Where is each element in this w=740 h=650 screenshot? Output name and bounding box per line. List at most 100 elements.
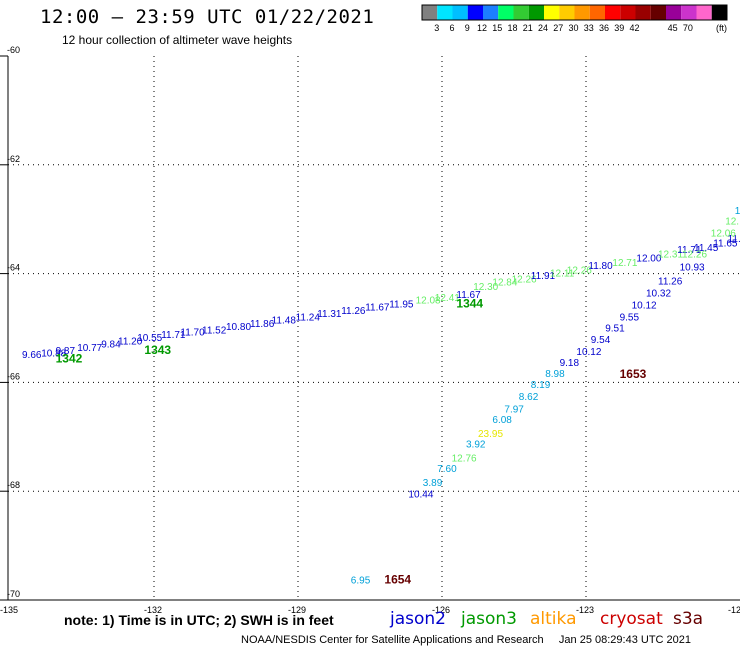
- wave-height-label: 8.98: [545, 369, 565, 380]
- wave-height-label: 11.20: [118, 336, 143, 347]
- wave-height-label: 12.: [725, 217, 739, 228]
- wave-height-label: 11.65: [713, 238, 738, 249]
- legend-jason2: jason2: [390, 609, 446, 629]
- colorbar-cell: [589, 5, 605, 20]
- wave-height-label: 12.41: [435, 293, 460, 304]
- y-tick-label: -60: [7, 45, 20, 55]
- colorbar-cell: [605, 5, 621, 20]
- chart-subtitle: 12 hour collection of altimeter wave hei…: [62, 33, 293, 47]
- colorbar-label: 36: [599, 23, 609, 33]
- colorbar-label: 33: [584, 23, 594, 33]
- wave-height-label: 9.66: [22, 350, 42, 361]
- wave-height-label: 12.26: [567, 266, 592, 277]
- wave-height-label: 10.12: [632, 300, 657, 311]
- legend-altika: altika: [530, 609, 577, 629]
- colorbar-unit: (ft): [716, 23, 727, 33]
- wave-height-label: 9.55: [620, 312, 640, 323]
- wave-height-label: 11.80: [588, 261, 613, 272]
- colorbar-cell: [544, 5, 560, 20]
- y-tick-label: -62: [7, 154, 20, 164]
- wave-height-label: 12.11: [550, 268, 575, 279]
- colorbar-label: 24: [538, 23, 548, 33]
- wave-height-label: 11.24: [296, 312, 321, 323]
- colorbar-cell: [635, 5, 651, 20]
- pass-time-label: 1342: [56, 351, 83, 365]
- colorbar-cell: [574, 5, 590, 20]
- wave-height-label: 11.31: [317, 309, 342, 320]
- pass-time-label: 1654: [384, 573, 411, 587]
- legend-jason3: jason3: [461, 609, 517, 629]
- colorbar-cell: [559, 5, 575, 20]
- wave-height-label: 6.95: [351, 576, 371, 587]
- colorbar-label: 30: [569, 23, 579, 33]
- wave-height-label: 6.08: [492, 415, 512, 426]
- legend-cryosat: cryosat: [600, 609, 663, 629]
- colorbar-label: 9: [465, 23, 470, 33]
- wave-height-label: 10.88: [41, 348, 66, 359]
- wave-height-label: 8.19: [531, 380, 551, 391]
- wave-height-label: 11.45: [694, 243, 719, 254]
- wave-height-label: 9.51: [605, 323, 625, 334]
- y-tick-label: -68: [7, 480, 20, 490]
- wave-height-label: 11.71: [677, 245, 702, 256]
- footer-credit: NOAA/NESDIS Center for Satellite Applica…: [241, 634, 692, 646]
- colorbar-label: 45: [668, 23, 678, 33]
- colorbar-cell: [681, 5, 697, 20]
- wave-height-label: 12.76: [452, 453, 477, 464]
- chart-title: 12:00 – 23:59 UTC 01/22/2021: [40, 6, 375, 28]
- wave-height-label: 11.52: [202, 325, 227, 336]
- colorbar-label: 12: [477, 23, 487, 33]
- wave-height-label: 7.97: [504, 404, 524, 415]
- wave-height-label: 10.93: [680, 262, 705, 273]
- wave-height-label: 8.62: [519, 392, 539, 403]
- colorbar-cell: [452, 5, 468, 20]
- wave-height-label: 11.70: [180, 328, 205, 339]
- colorbar-label: 42: [630, 23, 640, 33]
- wave-height-label: 10.77: [77, 343, 102, 354]
- colorbar: 3 6 9 12 15 18 21 24 27 30 33 36 39 42 45 70 (ft): [421, 4, 728, 33]
- wave-height-label: 10.80: [226, 322, 251, 333]
- colorbar-label: 21: [523, 23, 533, 33]
- wave-height-label: 11.45: [728, 234, 740, 245]
- colorbar-cell: [483, 5, 499, 20]
- wave-height-label: 12.26: [682, 249, 707, 260]
- pass-time-label: 1344: [456, 296, 483, 310]
- wave-height-label: 11.95: [389, 299, 414, 310]
- wave-height-label: 9.18: [560, 358, 580, 369]
- wave-height-label: 9.84: [101, 340, 121, 351]
- footer-note: note: 1) Time is in UTC; 2) SWH is in fe…: [64, 612, 334, 628]
- wave-height-label: 11.26: [658, 276, 683, 287]
- colorbar-label: 39: [614, 23, 624, 33]
- colorbar-cell: [620, 5, 636, 20]
- x-tick-label: -135: [0, 605, 18, 615]
- wave-height-label: 12.31: [658, 249, 683, 260]
- tick-labels: -60 -62 -64 -66 -68 -70 -135 -132 -129 -126 -123 -1…: [0, 45, 740, 615]
- colorbar-cell: [711, 5, 727, 20]
- colorbar-cell: [696, 5, 712, 20]
- wave-height-label: 1: [735, 206, 740, 217]
- y-tick-label: -64: [7, 263, 20, 273]
- wave-height-label: 11.67: [365, 303, 390, 314]
- wave-height-label: 3.92: [466, 440, 486, 451]
- x-tick-label: -132: [144, 605, 162, 615]
- wave-height-label: 11.67: [456, 290, 481, 301]
- colorbar-cell: [528, 5, 544, 20]
- x-tick-label: -126: [432, 605, 450, 615]
- colorbar-cell: [513, 5, 529, 20]
- colorbar-frame: [421, 4, 728, 21]
- x-tick-label: -123: [576, 605, 594, 615]
- x-tick-label: -124: [728, 605, 740, 615]
- wave-height-label: 10.55: [137, 333, 162, 344]
- wave-height-labels: 9.66 10.889.87 10.779.8411.2010.5511.7111.…: [22, 206, 740, 587]
- wave-height-label: 12.00: [636, 254, 661, 265]
- wave-height-label: 11.71: [161, 330, 186, 341]
- wave-height-label: 10.32: [646, 288, 671, 299]
- wave-height-label: 11.86: [250, 319, 275, 330]
- colorbar-label: 18: [508, 23, 518, 33]
- colorbar-cell: [467, 5, 483, 20]
- wave-height-label: 11.26: [341, 306, 366, 317]
- wave-height-label: 12.30: [473, 282, 498, 293]
- wave-height-label: 9.87: [56, 346, 76, 357]
- colorbar-cell: [498, 5, 514, 20]
